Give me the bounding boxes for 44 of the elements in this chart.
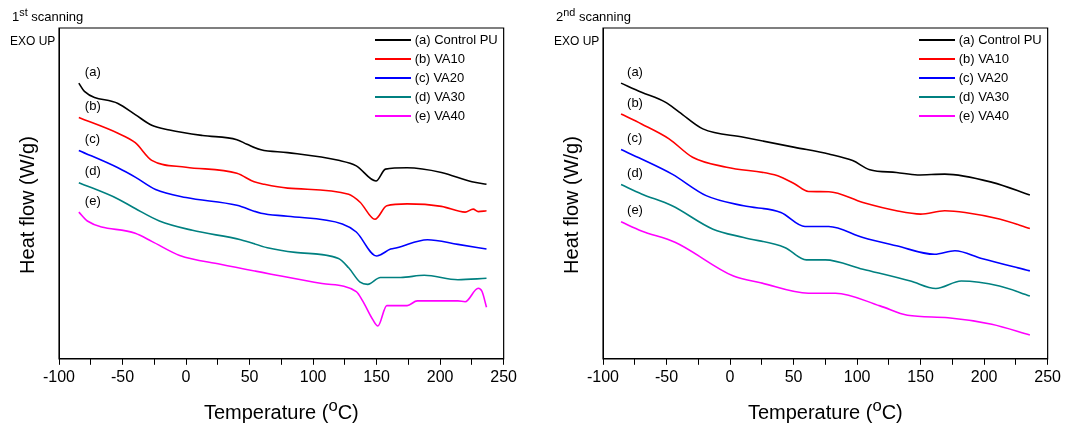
annotation: (e) (84, 192, 101, 208)
text: EXO UP (554, 34, 600, 48)
y-axis-title: Heat flow (W/g) (15, 136, 39, 274)
text: (a) (84, 63, 101, 79)
x-tick-label: 50 (240, 367, 259, 385)
annotation: (b) (84, 98, 101, 114)
legend-label: (d) VA30 (414, 88, 465, 106)
x-tick-label: 0 (181, 367, 191, 385)
chart-title: 2$^{nd}$ scanning (556, 6, 631, 25)
legend-label: (c) VA20 (414, 69, 465, 87)
legend-label: (a) Control PU (414, 31, 498, 49)
legend-label: (b) VA10 (958, 50, 1009, 68)
annotation: (d) (627, 165, 643, 181)
x-tick-label: 200 (426, 367, 454, 385)
text: (a) (627, 63, 643, 79)
chart-title: 1$^{st}$ scanning (12, 6, 84, 25)
annotation: (c) (627, 130, 643, 146)
legend-label: (b) VA10 (414, 50, 465, 68)
legend-label: (e) VA40 (958, 107, 1009, 125)
x-tick-label: 150 (907, 367, 935, 385)
y-axis-title: Heat flow (W/g) (559, 136, 583, 274)
annotation: (d) (84, 163, 101, 179)
x-tick-label: 50 (784, 367, 803, 385)
x-tick-label: 200 (970, 367, 998, 385)
x-tick-label: -50 (654, 367, 679, 385)
x-tick-label: 150 (363, 367, 391, 385)
x-tick-label: 0 (725, 367, 735, 385)
annotation: (c) (84, 130, 100, 146)
text: EXO UP (10, 34, 56, 48)
legend-label: (e) VA40 (414, 107, 465, 125)
x-tick-label: -100 (43, 367, 76, 385)
legend-label: (c) VA20 (958, 69, 1009, 87)
legend-label: (a) Control PU (958, 31, 1042, 49)
x-axis-title: Temperature ($^{o}$C) (203, 396, 359, 424)
x-tick-label: 250 (490, 367, 518, 385)
x-tick-label: -50 (110, 367, 135, 385)
x-tick-label: -100 (587, 367, 620, 385)
x-tick-label: 250 (1034, 367, 1062, 385)
annotation: (b) (627, 94, 643, 110)
annotation: (e) (627, 202, 643, 218)
x-tick-label: 100 (299, 367, 327, 385)
x-tick-label: 100 (843, 367, 871, 385)
x-axis-title: Temperature ($^{o}$C) (747, 396, 903, 424)
legend-label: (d) VA30 (958, 88, 1009, 106)
